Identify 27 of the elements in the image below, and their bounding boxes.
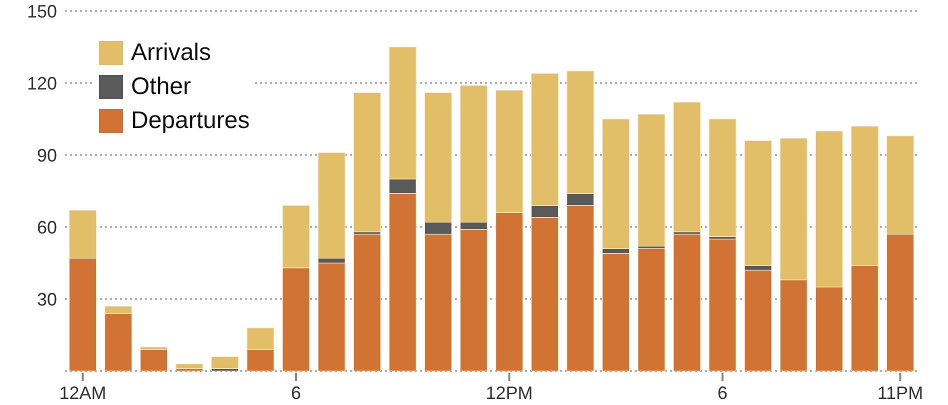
x-tick-label: 11PM [877,383,924,403]
bar [140,349,168,371]
bar [353,92,381,232]
x-tick-label: 6 [718,383,728,403]
bar [638,114,666,246]
bar [673,102,701,232]
x-tick-label: 12AM [59,383,106,403]
legend-label: Other [131,73,192,101]
bar [638,248,666,371]
y-tick-label: 60 [36,217,57,238]
x-tick-label: 12PM [486,383,533,403]
bar [318,262,346,371]
y-tick-label: 30 [36,289,57,310]
bar [353,234,381,371]
bar [744,270,772,371]
bar [708,118,736,237]
x-tick-label: 6 [291,383,302,403]
y-tick-label: 90 [36,145,57,166]
bar [602,253,630,371]
legend-label: Departures [131,107,250,135]
y-tick-label: 120 [26,73,57,94]
legend-label: Arrivals [131,39,212,67]
bar [708,238,736,371]
bar [176,364,204,369]
bar [211,356,239,369]
y-tick-label: 150 [26,1,57,22]
bar [673,234,701,371]
